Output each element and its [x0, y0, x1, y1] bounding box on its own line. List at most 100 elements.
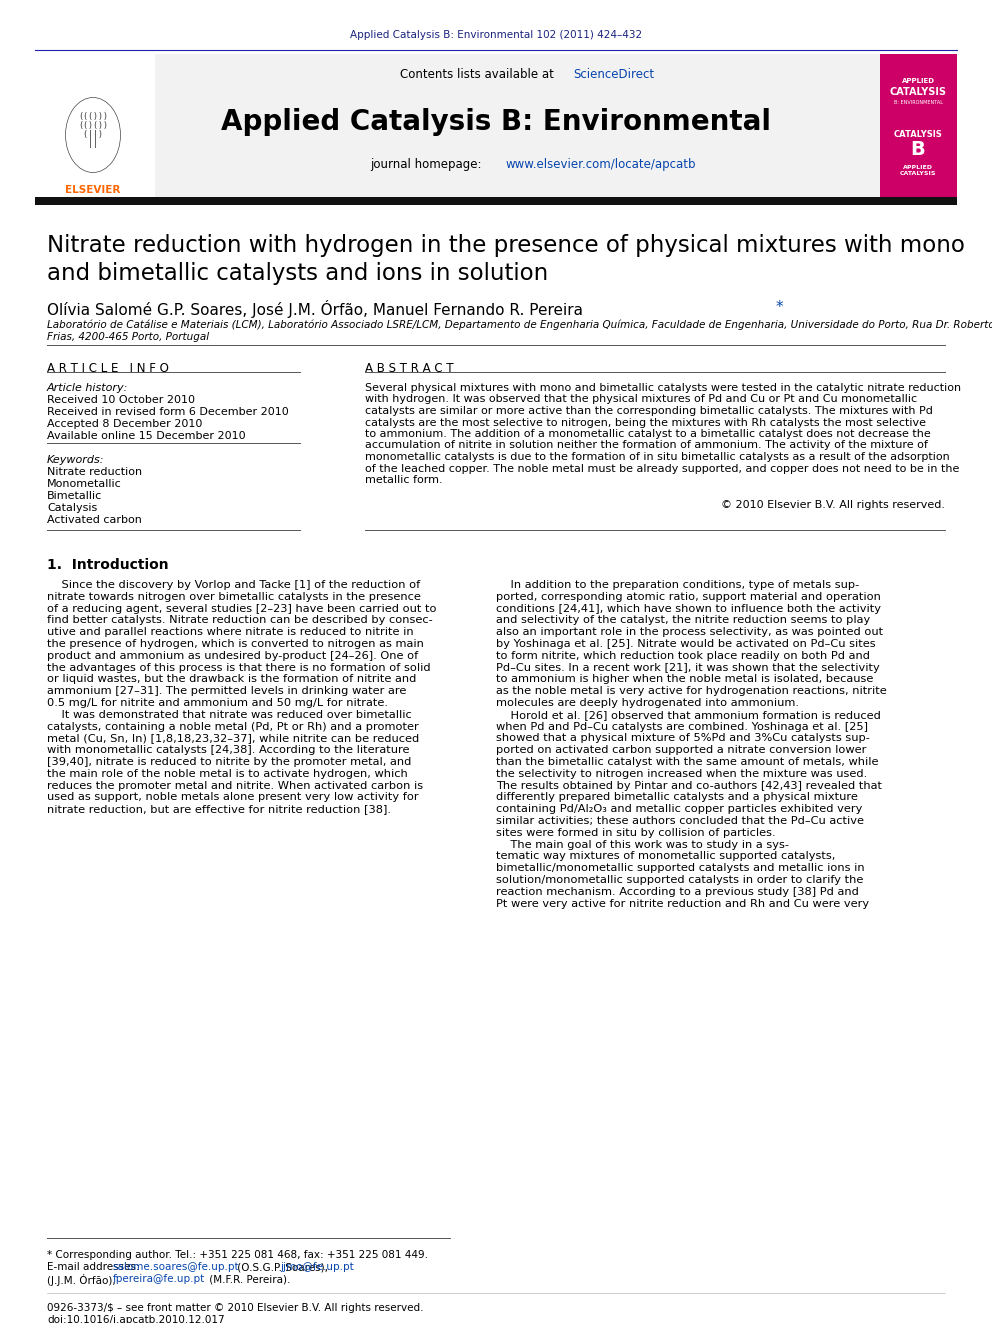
Text: and bimetallic catalysts and ions in solution: and bimetallic catalysts and ions in sol… — [47, 262, 549, 284]
Text: reaction mechanism. According to a previous study [38] Pd and: reaction mechanism. According to a previ… — [496, 886, 859, 897]
Text: 0.5 mg/L for nitrite and ammonium and 50 mg/L for nitrate.: 0.5 mg/L for nitrite and ammonium and 50… — [47, 699, 388, 708]
Text: nitrate towards nitrogen over bimetallic catalysts in the presence: nitrate towards nitrogen over bimetallic… — [47, 591, 421, 602]
Text: journal homepage:: journal homepage: — [370, 157, 485, 171]
Text: ported, corresponding atomic ratio, support material and operation: ported, corresponding atomic ratio, supp… — [496, 591, 881, 602]
Text: molecules are deeply hydrogenated into ammonium.: molecules are deeply hydrogenated into a… — [496, 699, 799, 708]
Text: (O.S.G.P. Soares),: (O.S.G.P. Soares), — [234, 1262, 331, 1271]
Text: * Corresponding author. Tel.: +351 225 081 468, fax: +351 225 081 449.: * Corresponding author. Tel.: +351 225 0… — [47, 1250, 428, 1259]
Text: 1.  Introduction: 1. Introduction — [47, 558, 169, 572]
Text: product and ammonium as undesired by-product [24–26]. One of: product and ammonium as undesired by-pro… — [47, 651, 419, 660]
Text: conditions [24,41], which have shown to influence both the activity: conditions [24,41], which have shown to … — [496, 603, 881, 614]
Text: the selectivity to nitrogen increased when the mixture was used.: the selectivity to nitrogen increased wh… — [496, 769, 867, 779]
Text: and selectivity of the catalyst, the nitrite reduction seems to play: and selectivity of the catalyst, the nit… — [496, 615, 870, 626]
Text: catalysts are similar or more active than the corresponding bimetallic catalysts: catalysts are similar or more active tha… — [365, 406, 932, 415]
Text: It was demonstrated that nitrate was reduced over bimetallic: It was demonstrated that nitrate was red… — [47, 710, 412, 720]
Text: Horold et al. [26] observed that ammonium formation is reduced: Horold et al. [26] observed that ammoniu… — [496, 710, 881, 720]
Text: ported on activated carbon supported a nitrate conversion lower: ported on activated carbon supported a n… — [496, 745, 866, 755]
Text: with monometallic catalysts [24,38]. According to the literature: with monometallic catalysts [24,38]. Acc… — [47, 745, 410, 755]
FancyBboxPatch shape — [35, 54, 155, 197]
Text: Pt were very active for nitrite reduction and Rh and Cu were very: Pt were very active for nitrite reductio… — [496, 898, 869, 909]
Text: 0926-3373/$ – see front matter © 2010 Elsevier B.V. All rights reserved.: 0926-3373/$ – see front matter © 2010 El… — [47, 1303, 424, 1312]
Text: [39,40], nitrate is reduced to nitrite by the promoter metal, and: [39,40], nitrate is reduced to nitrite b… — [47, 757, 412, 767]
Text: fpereira@fe.up.pt: fpereira@fe.up.pt — [113, 1274, 205, 1285]
Text: *: * — [776, 300, 784, 315]
FancyBboxPatch shape — [35, 54, 957, 197]
Text: tematic way mixtures of monometallic supported catalysts,: tematic way mixtures of monometallic sup… — [496, 852, 835, 861]
Text: B: B — [911, 140, 926, 159]
Text: of a reducing agent, several studies [2–23] have been carried out to: of a reducing agent, several studies [2–… — [47, 603, 436, 614]
Text: Received in revised form 6 December 2010: Received in revised form 6 December 2010 — [47, 407, 289, 417]
Text: Since the discovery by Vorlop and Tacke [1] of the reduction of: Since the discovery by Vorlop and Tacke … — [47, 579, 421, 590]
Text: Several physical mixtures with mono and bimetallic catalysts were tested in the : Several physical mixtures with mono and … — [365, 382, 961, 393]
Text: APPLIED: APPLIED — [902, 78, 934, 83]
Text: catalysts are the most selective to nitrogen, being the mixtures with Rh catalys: catalysts are the most selective to nitr… — [365, 418, 926, 427]
Text: Keywords:: Keywords: — [47, 455, 104, 464]
Text: showed that a physical mixture of 5%Pd and 3%Cu catalysts sup-: showed that a physical mixture of 5%Pd a… — [496, 733, 870, 744]
Text: Received 10 October 2010: Received 10 October 2010 — [47, 396, 195, 405]
Text: similar activities; these authors concluded that the Pd–Cu active: similar activities; these authors conclu… — [496, 816, 864, 826]
Text: Laboratório de Catálise e Materiais (LCM), Laboratório Associado LSRE/LCM, Depar: Laboratório de Catálise e Materiais (LCM… — [47, 320, 992, 331]
Text: A B S T R A C T: A B S T R A C T — [365, 363, 453, 374]
Text: containing Pd/Al₂O₃ and metallic copper particles exhibited very: containing Pd/Al₂O₃ and metallic copper … — [496, 804, 862, 814]
Text: solution/monometallic supported catalysts in order to clarify the: solution/monometallic supported catalyst… — [496, 875, 863, 885]
Text: The results obtained by Pintar and co-authors [42,43] revealed that: The results obtained by Pintar and co-au… — [496, 781, 882, 791]
Text: Olívia Salomé G.P. Soares, José J.M. Órfão, Manuel Fernando R. Pereira: Olívia Salomé G.P. Soares, José J.M. Órf… — [47, 300, 583, 318]
Text: find better catalysts. Nitrate reduction can be described by consec-: find better catalysts. Nitrate reduction… — [47, 615, 433, 626]
Text: A R T I C L E   I N F O: A R T I C L E I N F O — [47, 363, 169, 374]
Text: doi:10.1016/j.apcatb.2010.12.017: doi:10.1016/j.apcatb.2010.12.017 — [47, 1315, 224, 1323]
Text: (M.F.R. Pereira).: (M.F.R. Pereira). — [206, 1274, 291, 1285]
Text: utive and parallel reactions where nitrate is reduced to nitrite in: utive and parallel reactions where nitra… — [47, 627, 414, 638]
Text: www.elsevier.com/locate/apcatb: www.elsevier.com/locate/apcatb — [506, 157, 696, 171]
Text: as the noble metal is very active for hydrogenation reactions, nitrite: as the noble metal is very active for hy… — [496, 687, 887, 696]
Text: ScienceDirect: ScienceDirect — [573, 67, 654, 81]
Text: the main role of the noble metal is to activate hydrogen, which: the main role of the noble metal is to a… — [47, 769, 408, 779]
Text: used as support, noble metals alone present very low activity for: used as support, noble metals alone pres… — [47, 792, 419, 803]
Text: metal (Cu, Sn, In) [1,8,18,23,32–37], while nitrite can be reduced: metal (Cu, Sn, In) [1,8,18,23,32–37], wh… — [47, 733, 420, 744]
Text: Nitrate reduction with hydrogen in the presence of physical mixtures with mono: Nitrate reduction with hydrogen in the p… — [47, 234, 965, 257]
FancyBboxPatch shape — [880, 54, 957, 197]
Text: Monometallic: Monometallic — [47, 479, 122, 490]
Text: Contents lists available at: Contents lists available at — [400, 67, 558, 81]
Text: of the leached copper. The noble metal must be already supported, and copper doe: of the leached copper. The noble metal m… — [365, 463, 959, 474]
Text: The main goal of this work was to study in a sys-: The main goal of this work was to study … — [496, 840, 789, 849]
Text: to ammonium. The addition of a monometallic catalyst to a bimetallic catalyst do: to ammonium. The addition of a monometal… — [365, 429, 930, 439]
Text: salome.soares@fe.up.pt: salome.soares@fe.up.pt — [112, 1262, 239, 1271]
Text: Activated carbon: Activated carbon — [47, 515, 142, 525]
Text: Frias, 4200-465 Porto, Portugal: Frias, 4200-465 Porto, Portugal — [47, 332, 209, 343]
Text: reduces the promoter metal and nitrite. When activated carbon is: reduces the promoter metal and nitrite. … — [47, 781, 424, 791]
Text: with hydrogen. It was observed that the physical mixtures of Pd and Cu or Pt and: with hydrogen. It was observed that the … — [365, 394, 918, 405]
Text: Applied Catalysis B: Environmental 102 (2011) 424–432: Applied Catalysis B: Environmental 102 (… — [350, 30, 642, 40]
Text: B: ENVIRONMENTAL: B: ENVIRONMENTAL — [894, 101, 942, 105]
Text: © 2010 Elsevier B.V. All rights reserved.: © 2010 Elsevier B.V. All rights reserved… — [721, 500, 945, 509]
Text: CATALYSIS: CATALYSIS — [890, 87, 946, 97]
Text: ELSEVIER: ELSEVIER — [65, 185, 121, 194]
Text: accumulation of nitrite in solution neither the formation of ammonium. The activ: accumulation of nitrite in solution neit… — [365, 441, 928, 451]
Text: to form nitrite, which reduction took place readily on both Pd and: to form nitrite, which reduction took pl… — [496, 651, 870, 660]
Text: Accepted 8 December 2010: Accepted 8 December 2010 — [47, 419, 202, 429]
Text: when Pd and Pd–Cu catalysts are combined. Yoshinaga et al. [25]: when Pd and Pd–Cu catalysts are combined… — [496, 721, 868, 732]
Text: APPLIED
CATALYSIS: APPLIED CATALYSIS — [900, 165, 936, 176]
Text: Pd–Cu sites. In a recent work [21], it was shown that the selectivity: Pd–Cu sites. In a recent work [21], it w… — [496, 663, 880, 672]
Text: CATALYSIS: CATALYSIS — [894, 130, 942, 139]
Text: jjmo@fe.up.pt: jjmo@fe.up.pt — [280, 1262, 354, 1271]
Text: the presence of hydrogen, which is converted to nitrogen as main: the presence of hydrogen, which is conve… — [47, 639, 424, 650]
Text: to ammonium is higher when the noble metal is isolated, because: to ammonium is higher when the noble met… — [496, 675, 873, 684]
Text: ((()))
(()())
 (||) 
  ||: ((())) (()()) (||) || — [78, 112, 108, 148]
Text: ammonium [27–31]. The permitted levels in drinking water are: ammonium [27–31]. The permitted levels i… — [47, 687, 407, 696]
Text: nitrate reduction, but are effective for nitrite reduction [38].: nitrate reduction, but are effective for… — [47, 804, 391, 814]
Text: catalysts, containing a noble metal (Pd, Pt or Rh) and a promoter: catalysts, containing a noble metal (Pd,… — [47, 721, 419, 732]
Text: sites were formed in situ by collision of particles.: sites were formed in situ by collision o… — [496, 828, 776, 837]
Text: by Yoshinaga et al. [25]. Nitrate would be activated on Pd–Cu sites: by Yoshinaga et al. [25]. Nitrate would … — [496, 639, 876, 650]
Text: Available online 15 December 2010: Available online 15 December 2010 — [47, 431, 246, 441]
Text: In addition to the preparation conditions, type of metals sup-: In addition to the preparation condition… — [496, 579, 859, 590]
Text: Applied Catalysis B: Environmental: Applied Catalysis B: Environmental — [221, 108, 771, 136]
Text: Article history:: Article history: — [47, 382, 128, 393]
Text: than the bimetallic catalyst with the same amount of metals, while: than the bimetallic catalyst with the sa… — [496, 757, 879, 767]
Text: also an important role in the process selectivity, as was pointed out: also an important role in the process se… — [496, 627, 883, 638]
Text: monometallic catalysts is due to the formation of in situ bimetallic catalysts a: monometallic catalysts is due to the for… — [365, 452, 949, 462]
Text: Catalysis: Catalysis — [47, 503, 97, 513]
Text: the advantages of this process is that there is no formation of solid: the advantages of this process is that t… — [47, 663, 431, 672]
Text: E-mail addresses:: E-mail addresses: — [47, 1262, 143, 1271]
Text: (J.J.M. Órfão),: (J.J.M. Órfão), — [47, 1274, 119, 1286]
Text: Nitrate reduction: Nitrate reduction — [47, 467, 142, 478]
